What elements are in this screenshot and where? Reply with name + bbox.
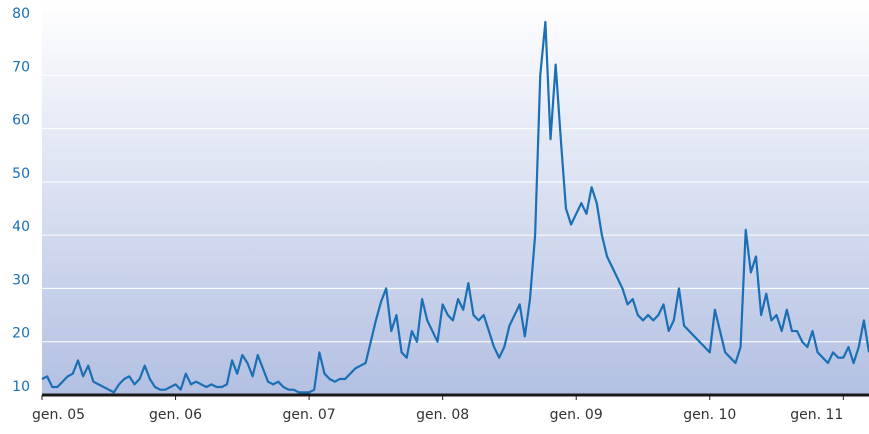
line-series (41, 20, 869, 394)
x-tick-label: gen. 11 (790, 407, 843, 423)
x-tick-label: gen. 10 (683, 407, 736, 423)
x-tick-label: gen. 05 (32, 407, 85, 423)
y-tick-label: 50 (12, 166, 30, 182)
y-tick-label: 30 (12, 272, 30, 288)
x-tick-label: gen. 09 (550, 407, 603, 423)
marks (41, 20, 869, 394)
y-tick-label: 60 (12, 113, 30, 129)
x-tick-label: gen. 07 (283, 407, 336, 423)
y-tick-label: 40 (12, 219, 30, 235)
y-tick-label: 70 (12, 59, 30, 75)
y-tick-label: 80 (12, 6, 30, 22)
labels: 10 20 30 40 50 60 70 80 gen. 05 gen. 06 gen. 07 gen… (12, 6, 844, 423)
y-tick-label: 20 (12, 326, 30, 342)
x-tick-label: gen. 08 (416, 407, 469, 423)
y-tick-label: 10 (12, 379, 30, 395)
plot-background (42, 0, 869, 395)
grid (42, 21, 869, 396)
x-tick-label: gen. 06 (149, 407, 202, 423)
